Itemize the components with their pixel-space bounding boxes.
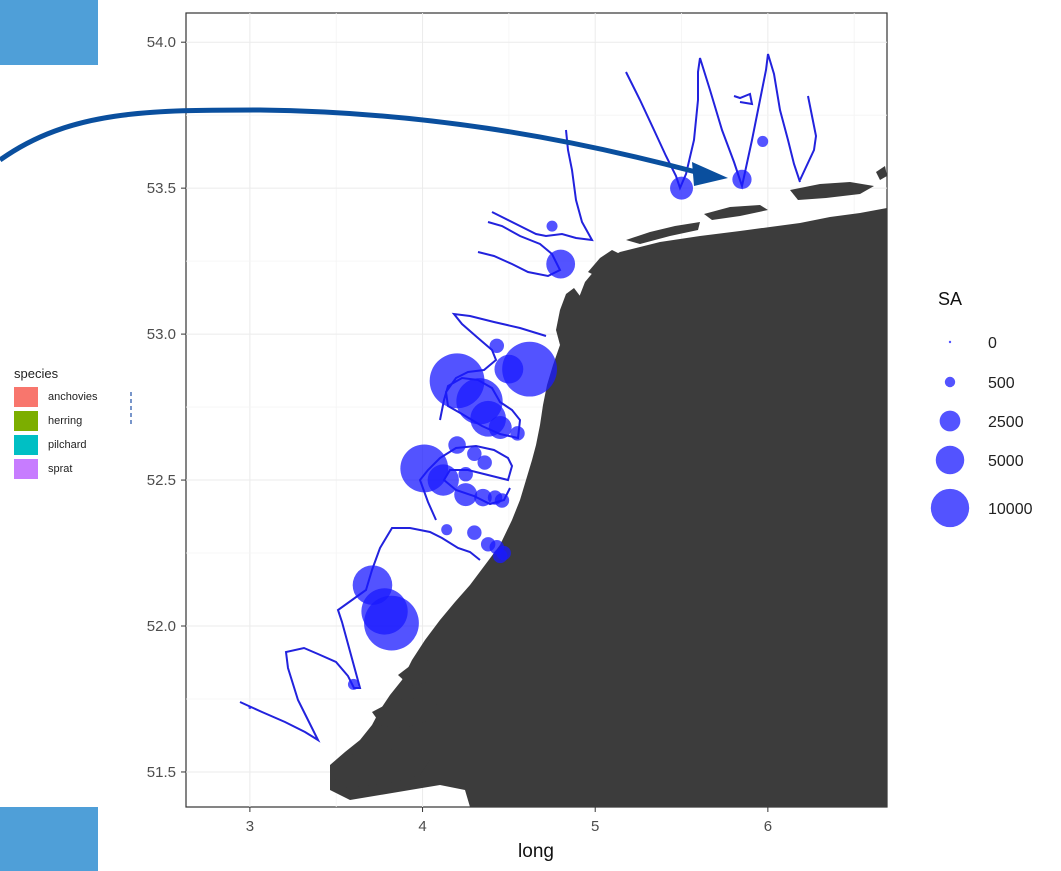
species-legend-swatch-1 xyxy=(14,411,38,431)
x-tick-label-2: 5 xyxy=(591,818,599,835)
species-legend-item-2: pilchard xyxy=(14,433,98,457)
y-tick-label-0: 51.5 xyxy=(147,764,176,781)
size-legend-label-1: 500 xyxy=(988,375,1015,392)
species-legend-label-3: sprat xyxy=(48,463,73,475)
size-legend-key-1 xyxy=(944,376,956,388)
land-mainland xyxy=(330,208,887,807)
x-tick-label-3: 6 xyxy=(764,818,772,835)
land-delta-island-3 xyxy=(398,660,440,686)
size-legend-label-3: 5000 xyxy=(988,453,1024,470)
species-legend-item-1: herring xyxy=(14,409,98,433)
sa-point-13 xyxy=(510,426,525,441)
y-tick-label-1: 52.0 xyxy=(147,618,176,635)
sa-point-19 xyxy=(477,455,492,470)
sa-point-8 xyxy=(494,493,510,508)
size-legend-title: SA xyxy=(938,289,962,309)
sa-point-6 xyxy=(474,488,492,507)
sa-point-27 xyxy=(347,678,359,690)
species-legend-title: species xyxy=(14,366,59,381)
land-schiermonnikoog xyxy=(790,182,874,200)
size-legend: SA 0 500 2500 5000 10000 xyxy=(930,289,1033,528)
sa-point-33 xyxy=(757,135,769,147)
land-texel xyxy=(556,288,580,345)
x-axis-title: long xyxy=(518,841,554,862)
species-legend-swatch-2 xyxy=(14,435,38,455)
species-legend-item-3: sprat xyxy=(14,457,98,481)
sa-point-31 xyxy=(670,176,694,200)
x-tick-label-1: 4 xyxy=(418,818,426,835)
size-legend-label-4: 10000 xyxy=(988,501,1033,518)
y-tick-label-3: 53.0 xyxy=(147,326,176,343)
land-terschelling xyxy=(626,222,700,244)
sa-point-16 xyxy=(489,338,505,353)
y-tick-label-5: 54.0 xyxy=(147,34,176,51)
size-legend-key-3 xyxy=(935,445,965,475)
y-tick-label-2: 52.5 xyxy=(147,472,176,489)
y-tick-label-4: 53.5 xyxy=(147,180,176,197)
sa-point-2 xyxy=(352,565,393,605)
size-legend-key-0 xyxy=(948,340,952,344)
size-legend-key-4 xyxy=(930,488,970,528)
annotation-arrow xyxy=(0,107,697,175)
species-legend: species anchovies herring pilchard sprat xyxy=(14,366,98,481)
land-rottumeroog xyxy=(876,166,887,180)
species-legend-label-1: herring xyxy=(48,415,83,427)
x-tick-label-0: 3 xyxy=(246,818,254,835)
sa-point-18 xyxy=(467,446,482,462)
decorative-block-bottom xyxy=(0,807,98,871)
axes: 3 4 5 6 51.5 52.0 52.5 53.0 53.5 54.0 xyxy=(147,34,772,835)
species-legend-item-0: anchovies xyxy=(14,385,98,409)
track-wadden-1 xyxy=(625,53,801,191)
sa-point-24 xyxy=(467,525,482,540)
decorative-block-top xyxy=(0,0,98,65)
size-legend-label-2: 2500 xyxy=(988,414,1024,431)
sa-points xyxy=(248,135,769,710)
species-legend-swatch-0 xyxy=(14,387,38,407)
sa-point-25 xyxy=(441,524,453,536)
sa-point-29 xyxy=(546,249,576,279)
sa-point-30 xyxy=(546,220,558,232)
size-legend-key-2 xyxy=(939,410,961,432)
sa-point-26 xyxy=(493,548,508,564)
species-legend-label-0: anchovies xyxy=(48,391,98,403)
land-delta-island-2 xyxy=(372,698,438,728)
track-texel-north xyxy=(491,129,594,242)
sa-point-17 xyxy=(448,436,466,454)
sa-point-15 xyxy=(494,354,524,384)
sa-point-32 xyxy=(732,169,752,190)
sa-point-12 xyxy=(488,416,512,439)
sa-point-14 xyxy=(502,341,557,397)
size-legend-label-0: 0 xyxy=(988,335,997,352)
sa-point-20 xyxy=(458,467,473,482)
land-ameland xyxy=(704,205,768,220)
land-vlieland xyxy=(588,250,620,276)
land-delta-island-1 xyxy=(330,748,430,788)
sa-point-4 xyxy=(427,464,459,496)
track-wadden-3 xyxy=(799,95,818,181)
species-legend-swatch-3 xyxy=(14,459,38,479)
sa-point-5 xyxy=(454,483,478,507)
sa-point-28 xyxy=(248,706,252,710)
annotation-arrowhead xyxy=(692,162,728,186)
species-legend-label-2: pilchard xyxy=(48,439,87,451)
track-wadden-2 xyxy=(733,92,754,106)
